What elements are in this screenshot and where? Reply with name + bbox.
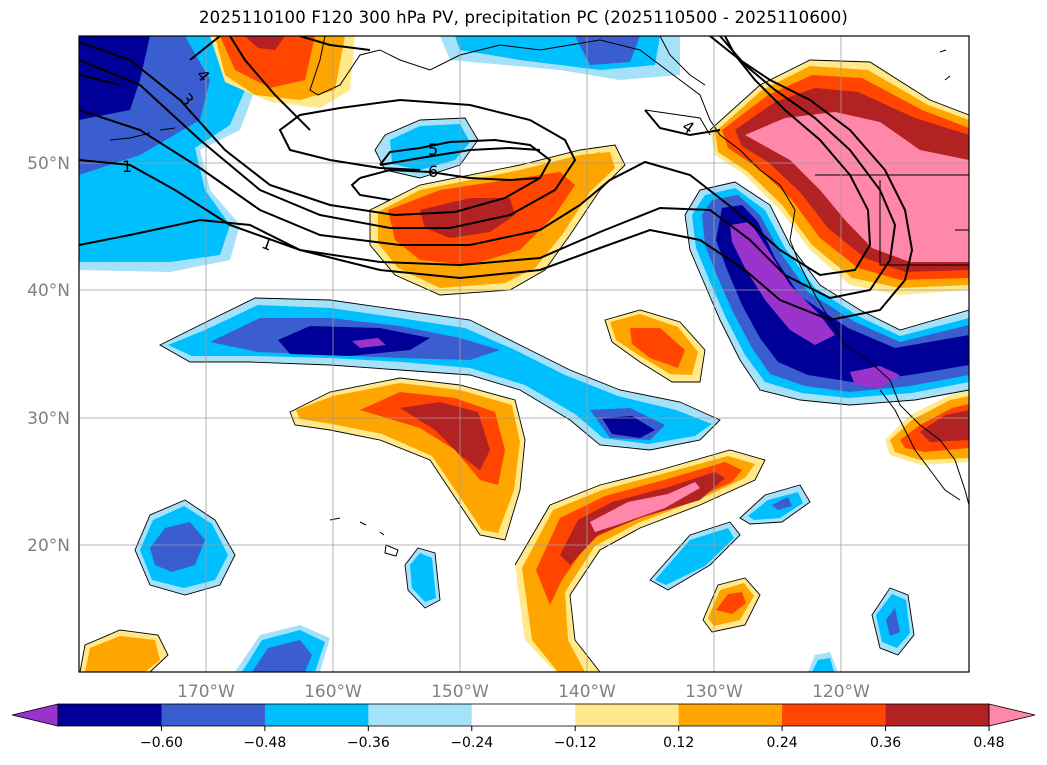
- lat-tick-50n: 50°N: [27, 154, 70, 174]
- map-frame: [78, 35, 970, 673]
- colorbar-tick-label: 0.12: [663, 735, 694, 751]
- colorbar-tick-label: −0.36: [347, 735, 390, 751]
- colorbar-tick-label: 0.24: [767, 735, 798, 751]
- lat-tick-40n: 40°N: [27, 281, 70, 301]
- lon-tick-120w: 120°W: [812, 682, 870, 702]
- colorbar-extend-min: [11, 703, 59, 727]
- colorbar-segment: [575, 704, 680, 726]
- lon-tick-150w: 150°W: [431, 682, 489, 702]
- pv-label-5: 5: [428, 140, 438, 159]
- pv-label-1-west: 1: [122, 157, 132, 176]
- pv-contours: [79, 36, 914, 322]
- lon-tick-170w: 170°W: [177, 682, 235, 702]
- lat-tick-labels: 50°N 40°N 30°N 20°N: [27, 154, 70, 556]
- lat-tick-20n: 20°N: [27, 536, 70, 556]
- colorbar-extend-max: [988, 703, 1036, 727]
- colorbar-tick-label: 0.48: [973, 735, 1004, 751]
- colorbar-segment: [368, 704, 473, 726]
- colorbar-segment: [264, 704, 369, 726]
- colorbar-tick-label: −0.60: [140, 735, 183, 751]
- colorbar-tick-label: 0.36: [870, 735, 901, 751]
- precipitation-fill-layer: [79, 36, 969, 672]
- colorbar: −0.60 −0.48 −0.36 −0.24 −0.12 0.12 0.24 0.36 0.4…: [11, 703, 1036, 751]
- colorbar-tick-label: −0.48: [243, 735, 286, 751]
- colorbar-segment: [885, 704, 990, 726]
- lon-tick-labels: 170°W 160°W 150°W 140°W 130°W 120°W: [177, 682, 870, 702]
- colorbar-outline: [57, 703, 990, 727]
- lat-tick-30n: 30°N: [27, 409, 70, 429]
- graticule: [79, 36, 969, 672]
- figure-title: 2025110100 F120 300 hPa PV, precipitatio…: [198, 8, 849, 27]
- colorbar-segment: [161, 704, 266, 726]
- colorbar-segment: [471, 704, 576, 726]
- lon-tick-140w: 140°W: [558, 682, 616, 702]
- colorbar-tick-label: −0.24: [450, 735, 493, 751]
- lon-tick-160w: 160°W: [304, 682, 362, 702]
- colorbar-segment: [782, 704, 887, 726]
- colorbar-tick-label: −0.12: [554, 735, 597, 751]
- pv-label-6: 6: [428, 162, 438, 181]
- colorbar-segment: [58, 704, 162, 726]
- lon-tick-130w: 130°W: [685, 682, 743, 702]
- colorbar-segment: [678, 704, 783, 726]
